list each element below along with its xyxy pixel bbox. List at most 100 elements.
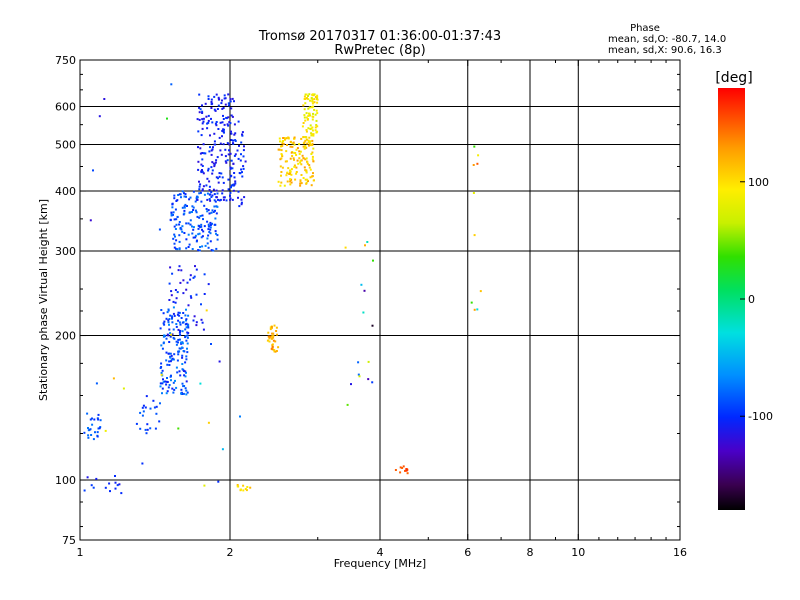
- data-point: [311, 106, 314, 108]
- data-point: [202, 143, 205, 146]
- data-point: [306, 142, 309, 145]
- data-point: [171, 317, 173, 320]
- data-point: [194, 236, 197, 239]
- data-point: [271, 335, 274, 338]
- data-point: [178, 223, 181, 226]
- data-point: [172, 336, 175, 339]
- data-point: [366, 241, 369, 243]
- data-point: [222, 107, 225, 109]
- data-point: [208, 185, 211, 188]
- data-point: [270, 325, 273, 328]
- data-point: [172, 237, 175, 240]
- x-tick-label: 10: [571, 546, 585, 559]
- data-point: [159, 382, 162, 385]
- data-point: [191, 205, 194, 208]
- data-point: [313, 101, 316, 104]
- data-point: [315, 124, 318, 126]
- data-point: [300, 174, 303, 176]
- data-point: [222, 198, 225, 201]
- data-point: [83, 489, 86, 492]
- data-point: [172, 391, 175, 394]
- data-point: [290, 181, 293, 184]
- data-point: [242, 155, 245, 158]
- data-point: [144, 406, 147, 409]
- data-point: [179, 281, 182, 284]
- data-point: [217, 104, 220, 107]
- data-point: [218, 172, 221, 175]
- data-point: [173, 246, 176, 249]
- data-point: [189, 278, 192, 281]
- data-point: [202, 230, 205, 233]
- data-point: [399, 471, 402, 474]
- data-point: [207, 225, 210, 228]
- data-point: [214, 161, 217, 164]
- data-point: [181, 230, 184, 233]
- data-point: [186, 205, 188, 207]
- data-point: [229, 175, 232, 178]
- data-point: [310, 134, 313, 137]
- data-point: [293, 137, 295, 140]
- data-point: [224, 155, 227, 158]
- data-point: [205, 184, 208, 187]
- data-point: [211, 161, 214, 164]
- data-point: [213, 193, 216, 196]
- data-point: [283, 184, 286, 187]
- data-point: [167, 308, 170, 311]
- data-point: [305, 116, 308, 119]
- data-point: [293, 143, 296, 146]
- data-point: [201, 152, 204, 154]
- data-point: [305, 130, 308, 133]
- data-point: [199, 246, 201, 248]
- data-point: [198, 180, 200, 183]
- data-point: [244, 160, 247, 163]
- data-point: [201, 170, 204, 173]
- data-point: [207, 209, 210, 212]
- data-point: [199, 191, 202, 194]
- data-point: [164, 380, 167, 383]
- data-point: [284, 138, 286, 141]
- data-point: [145, 395, 148, 398]
- data-point: [209, 221, 212, 224]
- data-point: [207, 95, 210, 98]
- data-point: [205, 208, 208, 210]
- data-point: [213, 108, 216, 111]
- data-point: [208, 189, 211, 191]
- data-point: [169, 360, 172, 363]
- data-point: [229, 198, 231, 201]
- data-point: [289, 145, 292, 148]
- data-point: [160, 309, 163, 311]
- data-point: [201, 189, 204, 192]
- data-point: [173, 388, 176, 391]
- data-point: [277, 148, 280, 151]
- data-point: [304, 119, 307, 122]
- colorbar-tick-label: 0: [748, 293, 755, 306]
- data-point: [99, 426, 102, 428]
- data-point: [180, 196, 182, 199]
- data-point: [280, 153, 283, 155]
- data-point: [178, 314, 181, 317]
- data-point: [476, 162, 479, 165]
- data-point: [302, 104, 305, 107]
- data-point: [303, 166, 306, 169]
- data-point: [311, 93, 314, 96]
- data-point: [194, 209, 197, 212]
- data-point: [180, 342, 183, 345]
- data-point: [192, 236, 195, 239]
- data-point: [185, 358, 188, 361]
- data-point: [183, 209, 186, 212]
- data-point: [187, 222, 190, 225]
- data-point: [160, 372, 163, 374]
- data-point: [216, 156, 219, 159]
- data-point: [357, 361, 360, 364]
- data-point: [197, 130, 200, 133]
- data-point: [364, 244, 366, 247]
- data-point: [233, 172, 236, 174]
- data-point: [214, 143, 217, 146]
- data-point: [231, 97, 234, 100]
- data-point: [171, 206, 174, 209]
- data-point: [302, 136, 305, 139]
- data-point: [182, 370, 185, 372]
- data-point: [269, 335, 272, 338]
- data-point: [221, 192, 224, 195]
- data-point: [93, 418, 96, 421]
